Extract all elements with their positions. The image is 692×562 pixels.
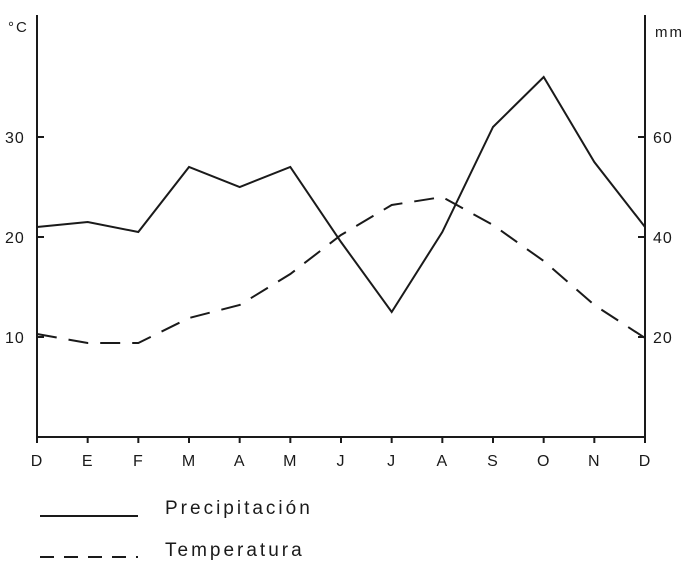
left-axis-unit: °C — [8, 19, 29, 36]
axes — [36, 15, 646, 438]
x-tick-label: D — [639, 453, 652, 470]
right-axis-unit: mm — [655, 24, 684, 41]
x-tick-label: D — [31, 453, 44, 470]
right-y-tick-label: 20 — [653, 330, 673, 347]
right-y-tick-label: 40 — [653, 230, 673, 247]
left-y-tick-label: 20 — [5, 230, 25, 247]
x-tick-label: J — [387, 453, 396, 470]
legend-label-temperature: Temperatura — [165, 540, 305, 561]
x-tick-label: M — [182, 453, 196, 470]
x-tick-label: A — [436, 453, 448, 470]
left-y-tick-label: 10 — [5, 330, 25, 347]
right-y-tick-label: 60 — [653, 130, 673, 147]
x-tick-label: S — [487, 453, 499, 470]
legend: Precipitación Temperatura — [40, 498, 313, 561]
x-tick-label: N — [588, 453, 601, 470]
legend-label-precipitation: Precipitación — [165, 498, 313, 519]
x-tick-label: E — [82, 453, 94, 470]
axis-ticks: D E F M A M J J A S O N D 10 20 30 20 40 60 — [5, 130, 673, 470]
x-tick-label: A — [234, 453, 246, 470]
precipitation-line — [36, 75, 646, 314]
x-tick-label: O — [537, 453, 550, 470]
left-y-tick-label: 30 — [5, 130, 25, 147]
x-tick-label: M — [283, 453, 297, 470]
x-tick-label: J — [337, 453, 346, 470]
temperature-line — [36, 195, 646, 344]
x-tick-label: F — [133, 453, 144, 470]
series-layer — [36, 75, 646, 344]
